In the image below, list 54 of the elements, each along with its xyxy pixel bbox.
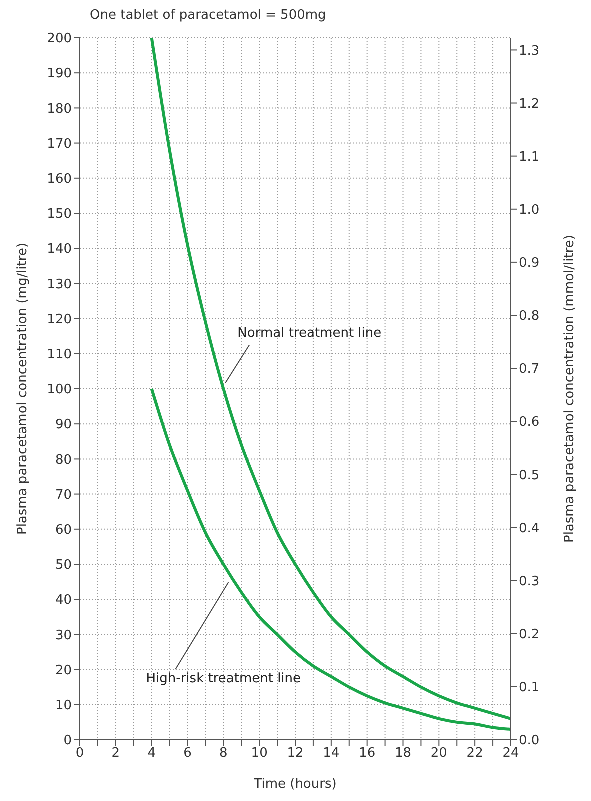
- x-tick-label: 6: [184, 746, 192, 762]
- y-tick-label: 130: [47, 277, 72, 292]
- x-tick-label: 18: [394, 746, 412, 762]
- x-tick-label: 14: [323, 746, 340, 762]
- x-tick-label: 12: [287, 746, 304, 762]
- y-tick-label: 50: [55, 558, 72, 574]
- y2-tick-label: 1.1: [519, 150, 540, 165]
- x-tick-label: 20: [430, 746, 448, 762]
- y2-tick-label: 0.1: [519, 680, 540, 696]
- x-tick-label: 24: [502, 746, 520, 762]
- y-tick-label: 80: [55, 452, 72, 468]
- y-tick-label: 90: [55, 418, 72, 433]
- y2-axis-title: Plasma paracetamol concentration (mmol/litre): [562, 234, 578, 544]
- x-tick-label: 22: [466, 746, 484, 762]
- y2-tick-label: 0.6: [519, 415, 540, 430]
- y-tick-label: 140: [47, 242, 72, 258]
- x-tick-label: 8: [220, 746, 228, 762]
- y-tick-label: 30: [55, 628, 72, 644]
- y2-tick-label: 0.5: [519, 468, 540, 484]
- y-tick-label: 100: [47, 382, 72, 398]
- y-tick-label: 40: [55, 593, 72, 608]
- series-label: High-risk treatment line: [146, 672, 302, 686]
- y-tick-label: 20: [55, 663, 72, 678]
- y2-tick-label: 0.2: [519, 627, 540, 642]
- text: Normal treatment line: [238, 326, 382, 341]
- y2-tick-label: 0.4: [519, 521, 540, 536]
- y2-tick-label: 0.8: [519, 309, 540, 324]
- x-tick-label: 10: [251, 746, 268, 762]
- y-tick-label: 70: [55, 488, 72, 503]
- y2-tick-label: 1.0: [519, 203, 540, 218]
- x-tick-label: 16: [359, 746, 376, 762]
- y2-tick-label: 1.3: [519, 44, 540, 59]
- y-tick-label: 170: [47, 136, 72, 152]
- y2-tick-label: 1.2: [519, 96, 540, 112]
- y-tick-label: 120: [47, 312, 72, 328]
- y2-tick-label: 0.0: [519, 734, 540, 749]
- y-tick-label: 190: [47, 66, 72, 82]
- x-tick-label: 0: [76, 746, 84, 762]
- y-tick-label: 10: [55, 698, 72, 714]
- x-tick-label: 4: [148, 746, 156, 762]
- y-tick-label: 0: [64, 734, 72, 749]
- chart-title: One tablet of paracetamol = 500mg: [89, 8, 328, 25]
- y-tick-label: 180: [47, 102, 72, 117]
- y-tick-label: 110: [47, 348, 72, 363]
- x-axis-title: Time (hours): [253, 777, 337, 792]
- y2-tick-label: 0.7: [519, 362, 540, 378]
- y-tick-label: 150: [47, 207, 72, 222]
- x-tick-label: 2: [112, 746, 120, 762]
- y-tick-label: 60: [55, 523, 72, 538]
- y2-tick-label: 0.9: [519, 256, 540, 272]
- y-tick-label: 200: [47, 32, 72, 47]
- y-axis-title: Plasma paracetamol concentration (mg/litre): [16, 242, 31, 536]
- y-tick-label: 160: [47, 172, 72, 188]
- y2-tick-label: 0.3: [519, 574, 540, 590]
